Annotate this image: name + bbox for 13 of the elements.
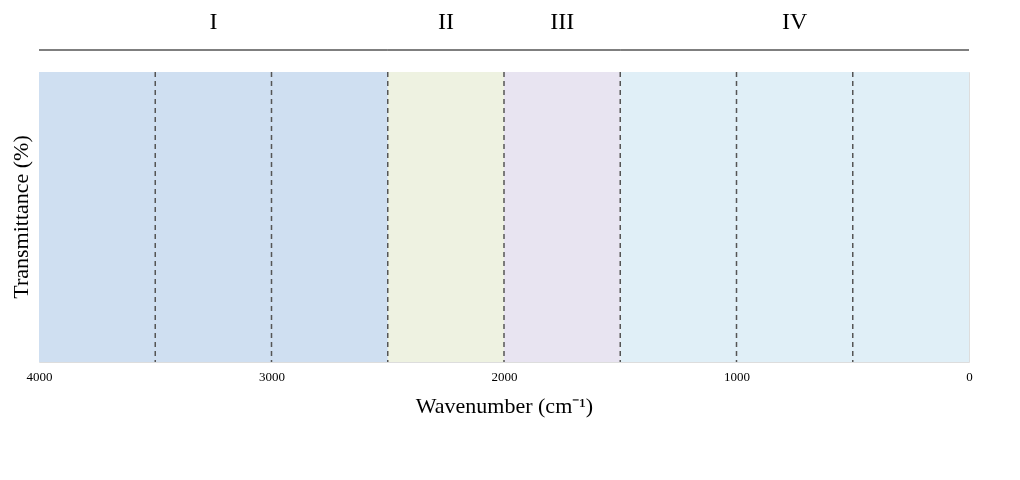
series-label: I <box>209 8 218 34</box>
series-label: IV <box>781 8 808 34</box>
series-label: III <box>550 8 575 34</box>
y-axis-title: Transmittance (%) <box>8 135 33 299</box>
x-axis-title: Wavenumber (cm⁻¹) <box>415 392 594 418</box>
x-tick-label: 2000 <box>491 368 518 384</box>
bar <box>387 72 504 362</box>
bar <box>39 72 388 362</box>
x-tick-label: 3000 <box>259 368 285 384</box>
x-tick-label: 1000 <box>724 368 750 384</box>
x-tick-label: 0 <box>966 368 973 384</box>
series-label: II <box>437 8 454 34</box>
x-tick-label: 4000 <box>26 368 53 384</box>
